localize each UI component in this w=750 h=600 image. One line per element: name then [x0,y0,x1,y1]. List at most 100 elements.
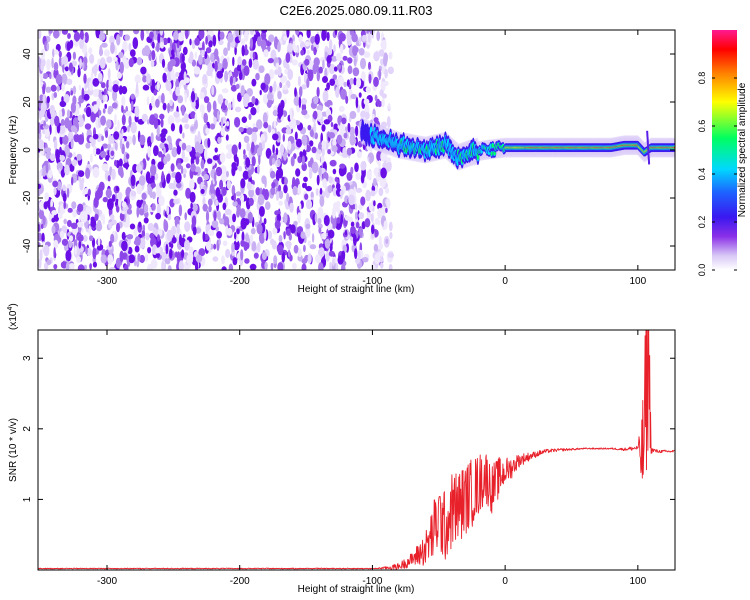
spectrogram-noise-cell [315,109,323,120]
spectrogram-noise-cell [98,109,102,116]
spectrogram-noise-cell [178,260,184,270]
spectrogram-noise-cell [39,200,45,211]
spectrogram-noise-cell [94,213,99,221]
spectrogram-noise-cell [366,30,373,35]
spectrogram-noise-cell [287,249,291,258]
spectrogram-x-tick-label: -300 [97,276,117,287]
spectrogram-noise-cell [248,197,254,206]
spectrogram-noise-cell [146,96,150,106]
spectrogram-noise-cell [184,212,187,221]
spectrogram-noise-cell [321,148,325,157]
spectrogram-noise-cell [57,184,61,191]
spectrogram-noise-cell [261,30,268,34]
spectrogram-noise-cell [234,117,241,128]
spectrogram-noise-cell [263,218,267,225]
spectrogram-noise-cell [380,167,387,179]
spectrogram-noise-cell [242,170,249,180]
spectrogram-noise-cell [289,109,293,122]
spectrogram-noise-cell [87,188,91,197]
spectrogram-noise-cell [76,153,83,161]
spectrogram-noise-cell [278,234,283,243]
spectrogram-noise-cell [318,166,322,177]
spectrogram-noise-cell [302,182,306,189]
spectrogram-noise-cell [324,238,331,249]
spectrogram-noise-cell [226,56,230,63]
spectrogram-noise-cell [40,223,44,229]
spectrogram-noise-cell [250,107,257,116]
spectrogram-noise-cell [169,248,173,259]
spectrogram-noise-cell [374,253,381,265]
spectrogram-noise-cell [225,121,230,127]
spectrogram-noise-cell [256,242,261,253]
spectrogram-noise-cell [322,76,328,83]
spectrogram-noise-cell [79,58,82,70]
spectrogram-noise-cell [167,214,172,221]
spectrogram-noise-cell [208,40,213,48]
spectrogram-noise-cell [138,208,145,216]
spectrogram-noise-cell [327,185,333,194]
spectrogram-noise-cell [54,115,60,127]
spectrogram-noise-cell [252,51,256,60]
spectrogram-noise-cell [240,239,246,247]
spectrogram-noise-cell [77,114,83,122]
spectrogram-noise-cell [79,179,84,191]
spectrogram-noise-cell [42,73,49,79]
spectrogram-noise-cell [236,64,241,72]
spectrogram-noise-cell [255,187,261,196]
spectrogram-noise-cell [85,246,88,255]
spectrogram-noise-cell [232,56,235,67]
spectrogram-noise-cell [185,187,192,199]
spectrogram-noise-cell [58,109,63,119]
spectrogram-noise-cell [240,178,246,189]
spectrogram-noise-cell [215,199,219,206]
spectrogram-noise-cell [303,176,308,182]
spectrogram-noise-cell [107,68,111,80]
spectrogram-noise-cell [376,30,381,42]
spectrogram-noise-cell [245,157,251,168]
spectrogram-noise-cell [109,214,115,220]
spectrogram-noise-cell [207,137,211,148]
spectrogram-noise-cell [332,258,335,267]
spectrogram-noise-cell [354,211,358,220]
spectrogram-noise-cell [59,155,66,162]
spectrogram-noise-cell [248,171,252,179]
spectrogram-noise-cell [46,58,51,71]
spectrogram-noise-cell [379,89,384,97]
spectrogram-noise-cell [108,221,113,230]
spectrogram-noise-cell [166,205,170,216]
spectrogram-noise-cell [67,207,73,213]
spectrogram-noise-cell [40,62,44,72]
spectrogram-noise-cell [332,187,337,197]
spectrogram-noise-cell [51,210,58,216]
spectrogram-noise-cell [96,98,101,108]
spectrogram-noise-cell [385,238,389,244]
spectrogram-noise-cell [45,162,49,174]
spectrogram-noise-cell [110,150,115,157]
spectrogram-noise-cell [168,143,173,150]
spectrogram-noise-cell [116,71,122,79]
spectrogram-noise-cell [236,156,239,167]
spectrogram-noise-cell [70,102,76,114]
spectrogram-noise-cell [99,57,106,69]
spectrogram-noise-cell [143,217,149,224]
spectrogram-noise-cell [189,253,194,259]
spectrogram-noise-cell [129,223,136,230]
spectrogram-noise-cell [263,121,269,129]
spectrogram-noise-cell [285,52,291,63]
spectrogram-noise-cell [121,96,126,106]
spectrogram-noise-cell [50,84,57,92]
spectrogram-noise-cell [336,217,341,224]
spectrogram-noise-cell [151,95,155,107]
spectrogram-noise-cell [158,246,164,255]
spectrogram-noise-cell [134,105,140,118]
spectrogram-noise-cell [350,226,356,234]
spectrogram-noise-cell [217,30,221,42]
spectrogram-noise-cell [348,216,353,223]
spectrogram-noise-cell [298,86,303,97]
spectrogram-noise-cell [315,153,321,161]
spectrogram-noise-cell [105,154,110,161]
spectrogram-noise-cell [77,264,85,270]
spectrogram-noise-cell [49,73,52,80]
snr-y-tick-label: 1 [22,496,33,502]
spectrogram-noise-cell [173,189,178,196]
